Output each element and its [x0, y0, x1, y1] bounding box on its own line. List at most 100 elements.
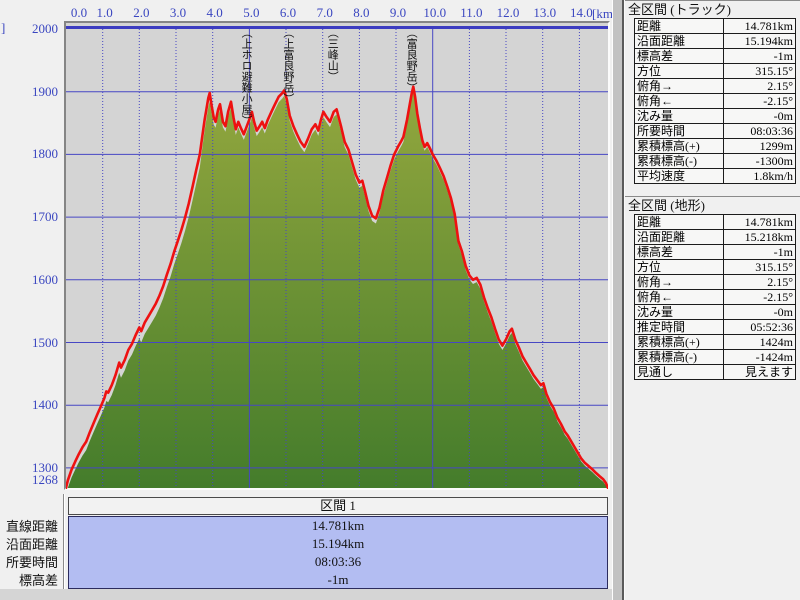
section-row-label-0: 直線距離	[5, 519, 58, 534]
stat-row: 方位 315.15°	[634, 259, 796, 275]
stats-panel: 全区間 (トラック) 距離 14.781km 沿面距離 15.194km 標高差 -1m 方…	[625, 0, 800, 600]
y-tick-1900: 1900	[32, 83, 58, 99]
x-tick-1.0: 1.0	[96, 5, 113, 20]
stat-value: 315.15°	[723, 63, 796, 79]
stat-row: 累積標高(-) -1424m	[634, 349, 796, 365]
stat-row: 所要時間 08:03:36	[634, 123, 796, 139]
stat-value: 14.781km	[723, 18, 796, 34]
y-tick-1500: 1500	[32, 334, 58, 350]
stat-row: 俯角→ 2.15°	[634, 274, 796, 290]
stat-row: 沈み量 -0m	[634, 108, 796, 124]
stat-label: 見通し	[634, 364, 724, 380]
stat-row: 俯角← -2.15°	[634, 93, 796, 109]
section-row-label-2: 所要時間	[5, 555, 58, 570]
stat-value: -1m	[723, 48, 796, 64]
stat-row: 見通し 見えます	[634, 364, 796, 380]
stat-row: 距離 14.781km	[634, 18, 796, 34]
stat-value: 15.194km	[723, 33, 796, 49]
peak-label-3: （富良野岳）	[405, 27, 418, 93]
stats-group-terrain: 全区間 (地形) 距離 14.781km 沿面距離 15.218km 標高差 -1m 方位 3…	[625, 196, 800, 380]
stat-value: 2.15°	[723, 78, 796, 94]
stat-label: 沈み量	[634, 108, 724, 124]
y-tick-1300: 1300	[32, 459, 58, 475]
stat-label: 距離	[634, 18, 724, 34]
x-tick-3.0: 3.0	[169, 5, 187, 20]
section-header: 区間 1	[68, 497, 608, 515]
stat-value: -1m	[723, 244, 796, 260]
section-row-label-1: 沿面距離	[5, 537, 58, 552]
stat-label: 沿面距離	[634, 33, 724, 49]
stat-row: 距離 14.781km	[634, 214, 796, 230]
stat-value: 15.218km	[723, 229, 796, 245]
terrain-area	[66, 91, 608, 488]
x-tick-13.0: 13.0	[533, 5, 557, 20]
section-divider-line	[63, 494, 65, 600]
stat-row: 累積標高(-) -1300m	[634, 153, 796, 169]
stat-label: 沿面距離	[634, 229, 724, 245]
stat-value: 見えます	[723, 364, 796, 380]
x-tick-14.0: 14.0	[570, 5, 593, 20]
y-tick-1800: 1800	[32, 146, 58, 162]
stat-label: 累積標高(+)	[634, 138, 724, 154]
stat-label: 俯角←	[634, 289, 724, 305]
bottom-strip	[0, 589, 612, 600]
elevation-chart-svg	[66, 26, 608, 489]
peak-label-0: （上ホロ避難小屋）	[240, 27, 253, 126]
stat-label: 方位	[634, 63, 724, 79]
peak-label-2: （三峰山）	[326, 27, 339, 82]
stat-row: 累積標高(+) 1299m	[634, 138, 796, 154]
section-row-label-3: 標高差	[18, 573, 58, 588]
stat-value: 1299m	[723, 138, 796, 154]
stat-row: 俯角→ 2.15°	[634, 78, 796, 94]
stat-value: 1424m	[723, 334, 796, 350]
track-elevation-line	[66, 85, 608, 489]
stat-value: -0m	[723, 304, 796, 320]
y-tick-1600: 1600	[32, 271, 58, 287]
y-tick-1400: 1400	[32, 397, 58, 413]
stat-row: 推定時間 05:52:36	[634, 319, 796, 335]
pane-splitter[interactable]	[622, 0, 625, 600]
stat-value: -0m	[723, 108, 796, 124]
peak-label-1: （上富良野岳）	[281, 27, 294, 104]
x-tick-11.0: 11.0	[460, 5, 483, 20]
x-tick-5.0: 5.0	[243, 5, 260, 20]
x-tick-0.0: 0.0	[70, 5, 88, 20]
stat-label: 俯角→	[634, 274, 724, 290]
section-row-value-2: 08:03:36	[314, 554, 362, 569]
stats-group-track-title: 全区間 (トラック)	[625, 0, 800, 18]
stat-row: 標高差 -1m	[634, 244, 796, 260]
stat-label: 俯角←	[634, 93, 724, 109]
y-axis-unit-remnant: ]	[1, 20, 6, 35]
stat-value: 315.15°	[723, 259, 796, 275]
stat-label: 平均速度	[634, 168, 724, 184]
stat-row: 平均速度 1.8km/h	[634, 168, 796, 184]
section-row-value-0: 14.781km	[311, 518, 365, 533]
stat-value: -1424m	[723, 349, 796, 365]
stat-label: 累積標高(+)	[634, 334, 724, 350]
elevation-plot-area[interactable]: （上ホロ避難小屋） （上富良野岳） （三峰山） （富良野岳）	[64, 21, 610, 490]
stat-value: 05:52:36	[723, 319, 796, 335]
stat-label: 沈み量	[634, 304, 724, 320]
x-tick-7.0: 7.0	[316, 5, 333, 20]
x-tick-4.0: 4.0	[206, 5, 223, 20]
stat-row: 沿面距離 15.194km	[634, 33, 796, 49]
stat-label: 俯角→	[634, 78, 724, 94]
x-tick-9.0: 9.0	[389, 5, 407, 20]
stat-value: -1300m	[723, 153, 796, 169]
x-tick-8.0: 8.0	[353, 5, 370, 20]
stat-label: 累積標高(-)	[634, 349, 724, 365]
stat-label: 所要時間	[634, 123, 724, 139]
x-tick-6.0: 6.0	[279, 5, 297, 20]
stat-row: 累積標高(+) 1424m	[634, 334, 796, 350]
stat-label: 推定時間	[634, 319, 724, 335]
stats-group-terrain-title: 全区間 (地形)	[625, 196, 800, 214]
stats-table-terrain: 距離 14.781km 沿面距離 15.218km 標高差 -1m 方位 315.15° 俯角→…	[634, 214, 796, 380]
stat-label: 累積標高(-)	[634, 153, 724, 169]
elevation-graph-pane: ] 2000 1900 1800 1700 1600 1500 1400 1300 1268 0…	[0, 5, 618, 600]
stat-label: 標高差	[634, 244, 724, 260]
stat-value: -2.15°	[723, 93, 796, 109]
stat-row: 沈み量 -0m	[634, 304, 796, 320]
stat-row: 俯角← -2.15°	[634, 289, 796, 305]
stat-value: -2.15°	[723, 289, 796, 305]
